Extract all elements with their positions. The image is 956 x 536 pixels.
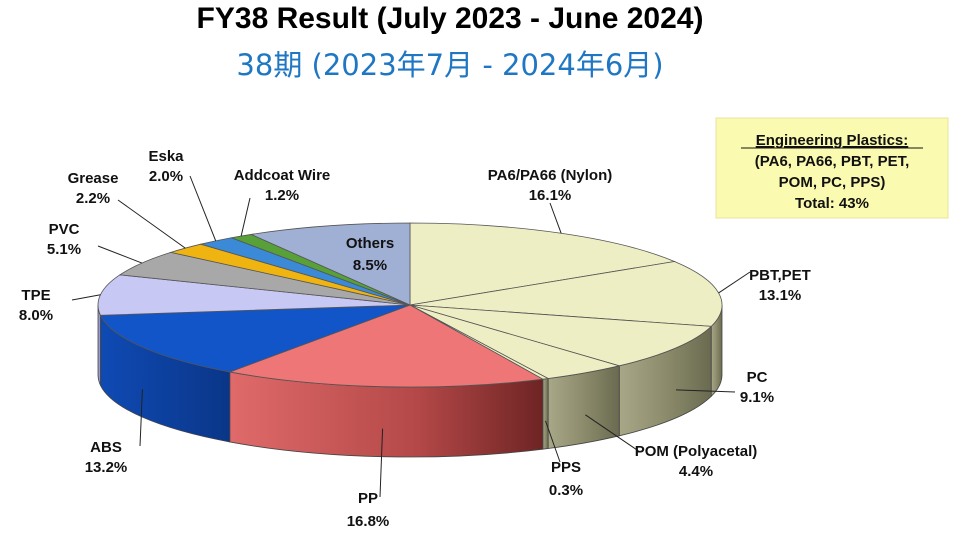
label-pom: POM (Polyacetal)	[635, 443, 758, 460]
pie-slice-tpe	[97, 274, 411, 316]
pie-slice-pc	[409, 304, 713, 367]
value-pbt-pet: 13.1%	[759, 287, 802, 304]
chart-subtitle: 38期 (2023年7月 - 2024年6月)	[236, 48, 664, 82]
leader-pbt-pet	[718, 271, 751, 294]
callout-line-2: POM, PC, PPS)	[779, 174, 886, 191]
label-nylon: PA6/PA66 (Nylon)	[488, 167, 612, 184]
value-addcoat: 1.2%	[265, 187, 299, 204]
value-grease: 2.2%	[76, 190, 110, 207]
label-eska: Eska	[148, 148, 184, 165]
leader-pp	[379, 428, 384, 498]
label-pps: PPS	[551, 459, 581, 476]
pie-slice-others	[249, 222, 411, 306]
label-grease: Grease	[68, 170, 119, 187]
callout-heading: Engineering Plastics:	[756, 132, 909, 149]
leader-abs	[139, 389, 143, 447]
value-pom: 4.4%	[679, 463, 713, 480]
pie-slice-abs	[99, 304, 411, 373]
value-eska: 2.0%	[149, 168, 183, 185]
chart-title: FY38 Result (July 2023 - June 2024)	[196, 2, 704, 35]
pie-side-pom-polyacetal	[547, 365, 620, 449]
leader-grease	[117, 199, 186, 249]
leader-pa6-pa66-nylon	[549, 202, 562, 234]
value-abs: 13.2%	[85, 459, 128, 476]
value-nylon: 16.1%	[529, 187, 572, 204]
leader-tpe	[71, 294, 101, 301]
label-abs: ABS	[90, 439, 122, 456]
value-pc: 9.1%	[740, 389, 774, 406]
callout-total: Total: 43%	[795, 195, 869, 212]
callout-line-1: (PA6, PA66, PBT, PET,	[755, 153, 910, 170]
engineering-plastics-callout: Engineering Plastics: (PA6, PA66, PBT, P…	[715, 117, 949, 219]
label-tpe: TPE	[21, 287, 50, 304]
value-pp: 16.8%	[347, 513, 390, 530]
pie-slice-pp	[228, 304, 545, 388]
leader-eska	[189, 175, 217, 242]
value-tpe: 8.0%	[19, 307, 53, 324]
label-pp: PP	[358, 490, 378, 507]
leader-pvc	[97, 245, 143, 264]
label-pc: PC	[747, 369, 768, 386]
pie-side-pps	[542, 378, 549, 450]
label-pbt-pet: PBT,PET	[749, 267, 811, 284]
leader-addcoat-wire	[240, 197, 251, 237]
label-others: Others	[346, 235, 394, 252]
leader-pom-polyacetal	[585, 414, 641, 453]
pie-side-tpe	[97, 304, 101, 386]
label-addcoat: Addcoat Wire	[234, 167, 331, 184]
value-pvc: 5.1%	[47, 241, 81, 258]
leader-pps	[545, 420, 561, 463]
value-pps: 0.3%	[549, 482, 583, 499]
label-pvc: PVC	[49, 221, 80, 238]
value-others: 8.5%	[353, 257, 387, 274]
leader-pc	[676, 389, 736, 393]
